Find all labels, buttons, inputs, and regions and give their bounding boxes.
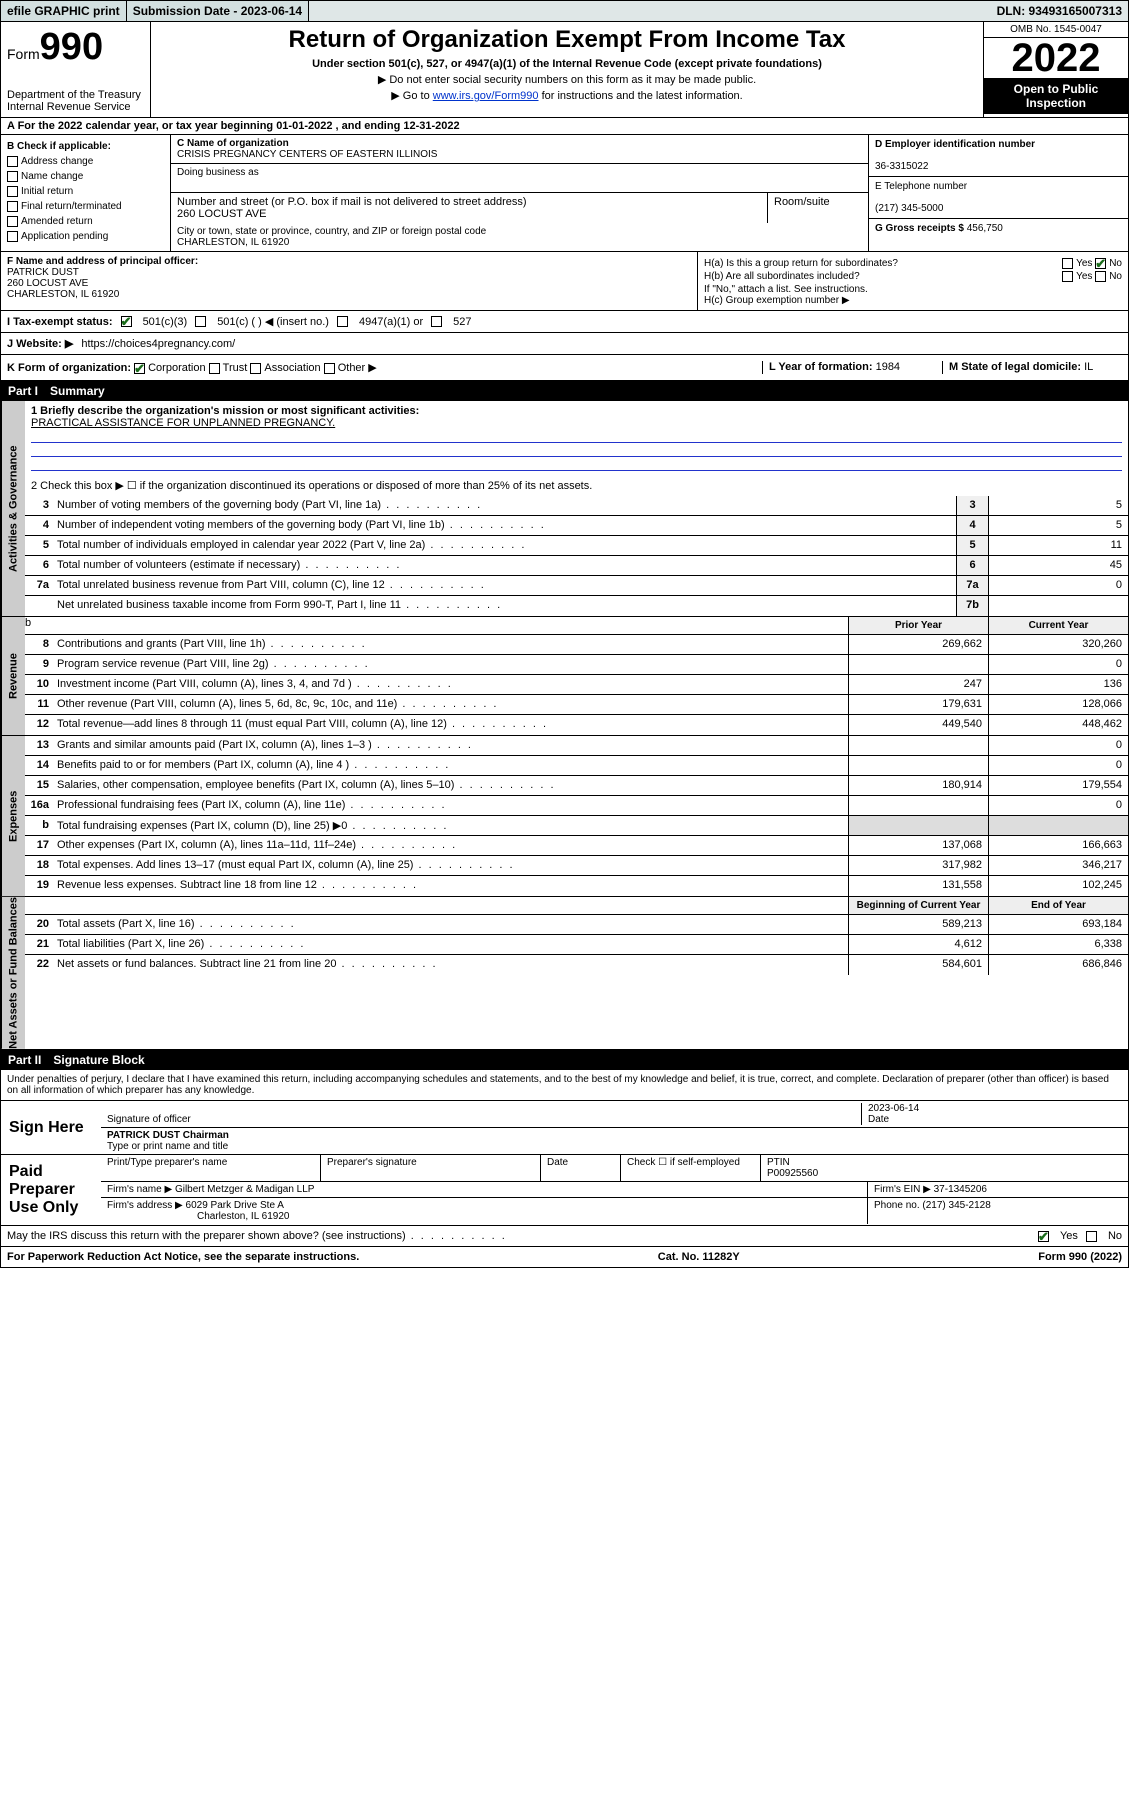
firm-name: Gilbert Metzger & Madigan LLP	[175, 1184, 315, 1195]
form-number: 990	[40, 26, 103, 68]
summary-row: 13 Grants and similar amounts paid (Part…	[25, 736, 1128, 756]
ein: 36-3315022	[875, 161, 928, 172]
activities-governance: Activities & Governance 1 Briefly descri…	[0, 401, 1129, 617]
ptin: P00925560	[767, 1168, 818, 1179]
summary-row: 17 Other expenses (Part IX, column (A), …	[25, 836, 1128, 856]
summary-row: 14 Benefits paid to or for members (Part…	[25, 756, 1128, 776]
sign-here-label: Sign Here	[1, 1101, 101, 1154]
firm-ein: 37-1345206	[934, 1184, 987, 1195]
city: CHARLESTON, IL 61920	[177, 237, 289, 248]
efile-btn[interactable]: efile GRAPHIC print	[1, 1, 127, 21]
summary-row: 15 Salaries, other compensation, employe…	[25, 776, 1128, 796]
row-i: I Tax-exempt status: 501(c)(3) 501(c) ( …	[0, 311, 1129, 333]
block-bc: B Check if applicable: Address change Na…	[0, 135, 1129, 252]
irs-label: Internal Revenue Service	[7, 101, 144, 113]
summary-row: 21 Total liabilities (Part X, line 26) 4…	[25, 935, 1128, 955]
summary-row: 18 Total expenses. Add lines 13–17 (must…	[25, 856, 1128, 876]
col-c: C Name of organization CRISIS PREGNANCY …	[171, 135, 868, 251]
row-j: J Website: ▶ https://choices4pregnancy.c…	[0, 333, 1129, 355]
col-h: H(a) Is this a group return for subordin…	[698, 252, 1128, 310]
website[interactable]: https://choices4pregnancy.com/	[81, 338, 235, 350]
side-label-rev: Revenue	[1, 617, 25, 735]
mission: PRACTICAL ASSISTANCE FOR UNPLANNED PREGN…	[31, 417, 335, 429]
discuss-row: May the IRS discuss this return with the…	[0, 1226, 1129, 1247]
tax-year: 2022	[984, 38, 1128, 78]
gross-receipts: 456,750	[967, 223, 1003, 234]
summary-row: 22 Net assets or fund balances. Subtract…	[25, 955, 1128, 975]
form-header: Form990 Department of the Treasury Inter…	[0, 22, 1129, 118]
summary-row: 12 Total revenue—add lines 8 through 11 …	[25, 715, 1128, 735]
revenue-section: Revenue b Prior Year Current Year 8 Cont…	[0, 617, 1129, 736]
col-de: D Employer identification number36-33150…	[868, 135, 1128, 251]
summary-row: 3 Number of voting members of the govern…	[25, 496, 1128, 516]
top-bar: efile GRAPHIC print Submission Date - 20…	[0, 0, 1129, 22]
officer-name: PATRICK DUST Chairman	[107, 1130, 229, 1141]
org-name: CRISIS PREGNANCY CENTERS OF EASTERN ILLI…	[177, 149, 437, 160]
declaration: Under penalties of perjury, I declare th…	[0, 1070, 1129, 1101]
summary-row: 9 Program service revenue (Part VIII, li…	[25, 655, 1128, 675]
dept-label: Department of the Treasury	[7, 89, 144, 101]
part2-header: Part II Signature Block	[0, 1050, 1129, 1070]
summary-row: 5 Total number of individuals employed i…	[25, 536, 1128, 556]
summary-row: 11 Other revenue (Part VIII, column (A),…	[25, 695, 1128, 715]
block-fh: F Name and address of principal officer:…	[0, 252, 1129, 311]
summary-row: 6 Total number of volunteers (estimate i…	[25, 556, 1128, 576]
summary-row: 16a Professional fundraising fees (Part …	[25, 796, 1128, 816]
summary-row: 8 Contributions and grants (Part VIII, l…	[25, 635, 1128, 655]
part1-header: Part I Summary	[0, 381, 1129, 401]
summary-row: 20 Total assets (Part X, line 16) 589,21…	[25, 915, 1128, 935]
preparer-phone: (217) 345-2128	[922, 1200, 990, 1211]
summary-row: 19 Revenue less expenses. Subtract line …	[25, 876, 1128, 896]
row-a: A For the 2022 calendar year, or tax yea…	[0, 118, 1129, 135]
form-title: Return of Organization Exempt From Incom…	[157, 26, 977, 54]
footer: For Paperwork Reduction Act Notice, see …	[0, 1247, 1129, 1268]
col-f: F Name and address of principal officer:…	[1, 252, 698, 310]
form-label: Form990	[7, 26, 144, 69]
summary-row: 10 Investment income (Part VIII, column …	[25, 675, 1128, 695]
open-public-badge: Open to Public Inspection	[984, 78, 1128, 114]
side-label-agov: Activities & Governance	[1, 401, 25, 616]
row-k: K Form of organization: Corporation Trus…	[0, 355, 1129, 381]
street: 260 LOCUST AVE	[177, 208, 266, 220]
submission-date: Submission Date - 2023-06-14	[127, 1, 309, 21]
expenses-section: Expenses 13 Grants and similar amounts p…	[0, 736, 1129, 897]
col-b: B Check if applicable: Address change Na…	[1, 135, 171, 251]
signature-block: Sign Here Signature of officer 2023-06-1…	[0, 1101, 1129, 1226]
note-goto: ▶ Go to www.irs.gov/Form990 for instruct…	[157, 89, 977, 102]
note-ssn: ▶ Do not enter social security numbers o…	[157, 73, 977, 86]
paid-preparer-label: Paid Preparer Use Only	[1, 1155, 101, 1225]
irs-link[interactable]: www.irs.gov/Form990	[433, 90, 539, 102]
summary-row: 7a Total unrelated business revenue from…	[25, 576, 1128, 596]
phone: (217) 345-5000	[875, 203, 943, 214]
summary-row: Net unrelated business taxable income fr…	[25, 596, 1128, 616]
summary-row: b Total fundraising expenses (Part IX, c…	[25, 816, 1128, 836]
form-subtitle: Under section 501(c), 527, or 4947(a)(1)…	[157, 58, 977, 70]
netassets-section: Net Assets or Fund Balances Beginning of…	[0, 897, 1129, 1050]
side-label-net: Net Assets or Fund Balances	[1, 897, 25, 1049]
summary-row: 4 Number of independent voting members o…	[25, 516, 1128, 536]
dln: DLN: 93493165007313	[991, 1, 1128, 21]
side-label-exp: Expenses	[1, 736, 25, 896]
